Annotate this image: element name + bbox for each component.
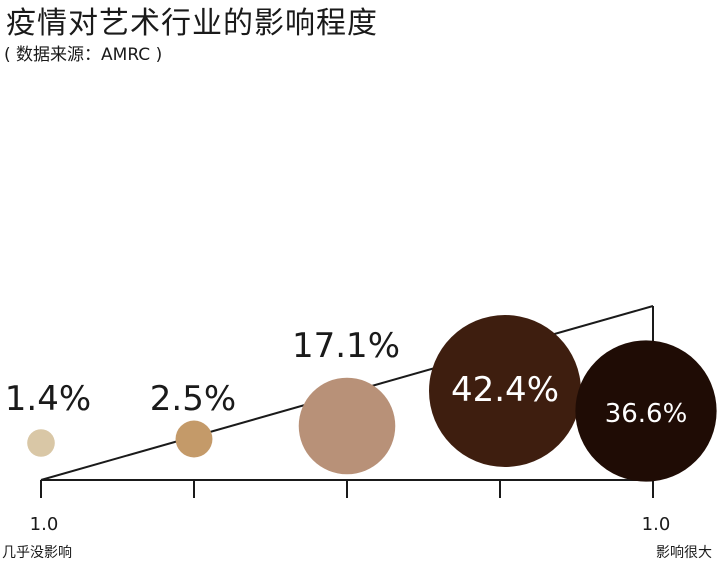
axis-caption-left: 几乎没影响: [2, 545, 72, 561]
tick-label-left: 1.0: [30, 514, 59, 535]
bubble: [575, 340, 717, 482]
data-label: 2.5%: [150, 379, 236, 419]
tick-label-right: 1.0: [642, 514, 671, 535]
bubble-layer: [27, 315, 717, 482]
bubble: [429, 315, 581, 467]
label-layer: 1.4% 2.5% 17.1% 42.4% 36.6% 1.0 1.0 几乎没影响 影响很大: [2, 326, 712, 561]
bubble: [298, 377, 396, 475]
axis-caption-right: 影响很大: [656, 545, 712, 561]
chart-subtitle: ( 数据来源：AMRC ): [4, 45, 163, 65]
bubble: [175, 420, 213, 458]
data-label: 36.6%: [605, 399, 688, 429]
bubble: [27, 429, 55, 457]
data-label: 17.1%: [292, 326, 400, 366]
data-label: 42.4%: [451, 370, 559, 410]
data-label: 1.4%: [5, 379, 91, 419]
chart-title: 疫情对艺术行业的影响程度: [6, 6, 378, 41]
